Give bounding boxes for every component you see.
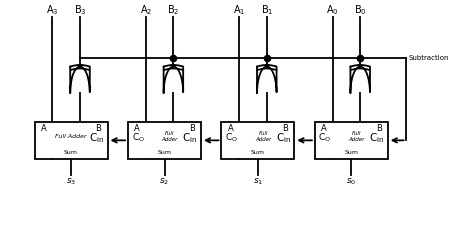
Text: $\mathregular{B}_{0}$: $\mathregular{B}_{0}$ [354,3,366,17]
Text: $\mathregular{C_O}$: $\mathregular{C_O}$ [319,132,331,144]
Text: A: A [41,124,46,133]
Text: $\mathregular{C_O}$: $\mathregular{C_O}$ [225,132,238,144]
Text: B: B [189,124,195,133]
Bar [35,122,108,159]
Text: $\mathregular{C_{in}}$: $\mathregular{C_{in}}$ [369,131,384,145]
Text: $\mathregular{C_{in}}$: $\mathregular{C_{in}}$ [182,131,197,145]
Text: Full
Adder: Full Adder [162,131,178,142]
Text: Full
Adder: Full Adder [348,131,365,142]
Text: $\mathregular{C_O}$: $\mathregular{C_O}$ [132,132,145,144]
Text: Subtraction: Subtraction [408,55,449,61]
Text: $\mathregular{B}_{2}$: $\mathregular{B}_{2}$ [167,3,180,17]
Text: Sum: Sum [251,149,265,155]
Text: Sum: Sum [344,149,358,155]
Text: $\mathregular{C_{in}}$: $\mathregular{C_{in}}$ [89,131,104,145]
Text: B: B [376,124,382,133]
Text: Full
Adder: Full Adder [255,131,272,142]
Text: B: B [283,124,288,133]
Text: Sum: Sum [64,149,78,155]
Text: A: A [321,124,327,133]
Text: A: A [134,124,140,133]
Text: Full Adder: Full Adder [55,134,87,139]
Bar [315,122,388,159]
Text: $s_{3}$: $s_{3}$ [66,177,76,187]
Text: A: A [228,124,233,133]
Bar [128,122,201,159]
Text: $\mathregular{A}_{2}$: $\mathregular{A}_{2}$ [140,3,152,17]
Text: $\mathregular{C_{in}}$: $\mathregular{C_{in}}$ [275,131,291,145]
Text: $\mathregular{A}_{0}$: $\mathregular{A}_{0}$ [326,3,339,17]
Text: $\mathregular{A}_{1}$: $\mathregular{A}_{1}$ [233,3,246,17]
Text: $s_{1}$: $s_{1}$ [253,177,263,187]
Bar [221,122,294,159]
Text: $s_{0}$: $s_{0}$ [346,177,356,187]
Text: B: B [95,124,101,133]
Text: Sum: Sum [157,149,172,155]
Text: $s_{2}$: $s_{2}$ [159,177,170,187]
Text: $\mathregular{A}_{3}$: $\mathregular{A}_{3}$ [46,3,59,17]
Text: $\mathregular{B}_{3}$: $\mathregular{B}_{3}$ [74,3,86,17]
Text: $\mathregular{B}_{1}$: $\mathregular{B}_{1}$ [261,3,273,17]
